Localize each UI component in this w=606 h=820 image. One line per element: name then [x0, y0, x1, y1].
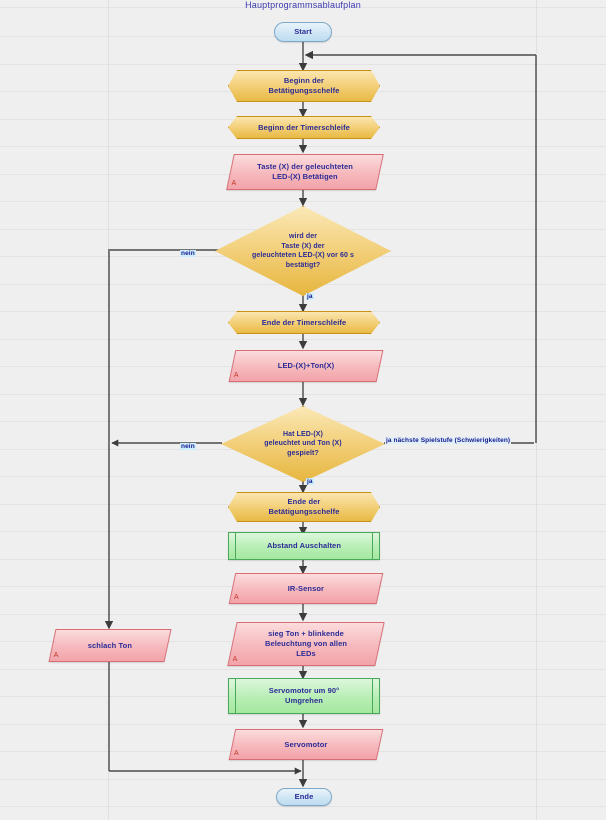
diagram-title: Hauptprogrammsablaufplan	[245, 0, 361, 10]
node-ende-label: Ende	[294, 792, 314, 801]
node-sieg-ton-corner: A	[232, 656, 238, 663]
edge-label-led-yes: ja	[306, 478, 314, 485]
node-loop-timer-begin-label: Beginn der Timerschleife	[258, 122, 350, 132]
node-ir-sensor[interactable]: IR-Sensor A	[228, 573, 384, 604]
node-start[interactable]: Start	[274, 22, 332, 42]
node-press-key-label: Taste (X) der geleuchteten LED-(X) Betät…	[257, 162, 353, 181]
edge-label-led-no: nein	[180, 443, 196, 450]
node-loop-activation-end-label: Ende der Betätigungsschelfe	[268, 497, 340, 516]
node-loop-timer-begin[interactable]: Beginn der Timerschleife	[228, 116, 380, 139]
node-loop-activation-end[interactable]: Ende der Betätigungsschelfe	[228, 492, 380, 522]
node-servo-90-label: Servomotor um 90° Umgrehen	[268, 686, 340, 705]
node-decision-led-label: Hat LED-(X) geleuchtet und Ton (X) gespi…	[264, 430, 342, 457]
node-led-ton[interactable]: LED-(X)+Ton(X) A	[228, 350, 384, 382]
node-press-key[interactable]: Taste (X) der geleuchteten LED-(X) Betät…	[226, 154, 384, 190]
node-servomotor-corner: A	[233, 750, 239, 757]
node-sieg-ton[interactable]: sieg Ton + blinkende Beleuchtung von all…	[227, 622, 385, 666]
node-sieg-ton-label: sieg Ton + blinkende Beleuchtung von all…	[264, 629, 348, 658]
node-ir-sensor-label: IR-Sensor	[287, 583, 325, 593]
node-servomotor[interactable]: Servomotor A	[228, 729, 384, 760]
node-abstand-auschalten-label: Abstand Auschalten	[266, 541, 342, 550]
node-servo-90[interactable]: Servomotor um 90° Umgrehen	[228, 678, 380, 714]
node-decision-timer-label: wird der Taste (X) der geleuchteten LED-…	[251, 233, 355, 269]
node-schlach-ton-label: schlach Ton	[87, 640, 133, 650]
node-led-ton-corner: A	[233, 372, 239, 379]
node-loop-activation-begin-label: Beginn der Betätigungsschelfe	[268, 76, 340, 95]
node-ir-sensor-corner: A	[233, 594, 239, 601]
node-schlach-ton-corner: A	[53, 652, 59, 659]
node-start-label: Start	[294, 27, 312, 36]
edge-label-timer-no: nein	[180, 250, 196, 257]
node-led-ton-label: LED-(X)+Ton(X)	[277, 361, 335, 370]
node-abstand-auschalten[interactable]: Abstand Auschalten	[228, 532, 380, 560]
node-schlach-ton[interactable]: schlach Ton A	[48, 629, 172, 662]
node-loop-timer-end[interactable]: Ende der Timerschleife	[228, 311, 380, 334]
node-ende[interactable]: Ende	[276, 788, 332, 806]
node-press-key-corner: A	[231, 180, 237, 187]
node-loop-timer-end-label: Ende der Timerschleife	[261, 317, 347, 327]
edge-label-led-next-level: ja nächste Spielstufe (Schwierigkeiten)	[385, 437, 512, 444]
node-servomotor-label: Servomotor	[284, 739, 328, 749]
node-loop-activation-begin[interactable]: Beginn der Betätigungsschelfe	[228, 70, 380, 102]
edge-label-timer-yes: ja	[306, 293, 314, 300]
